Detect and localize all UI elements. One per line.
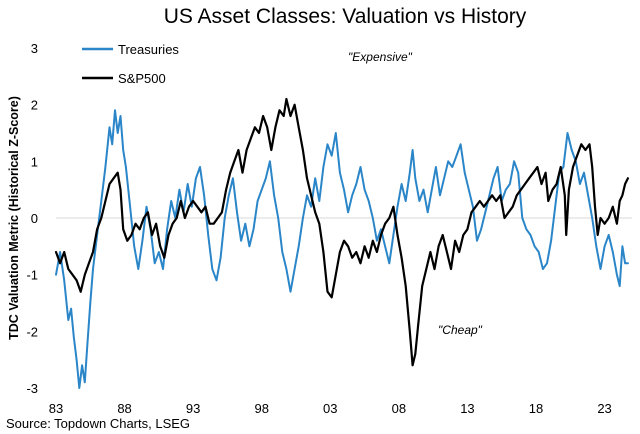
y-axis-label: TDC Valuation Metric (Historical Z-Score… [7,96,21,340]
x-tick-label: 18 [529,401,543,416]
x-tick-label: 13 [460,401,474,416]
y-tick-label: -3 [26,381,38,396]
x-tick-label: 83 [49,401,63,416]
x-tick-label: 08 [392,401,406,416]
source-note: Source: Topdown Charts, LSEG [6,416,190,431]
annotation-expensive: "Expensive" [348,50,413,64]
x-tick-label: 88 [117,401,131,416]
chart-title: US Asset Classes: Valuation vs History [164,5,527,28]
y-tick-label: 1 [31,154,38,169]
legend-sp500-label: S&P500 [118,71,166,86]
y-tick-label: -2 [26,324,38,339]
y-tick-label: 3 [31,41,38,56]
y-tick-label: -1 [26,268,38,283]
sp500-line [54,97,629,367]
y-tick-label: 0 [31,211,38,226]
y-tick-label: 2 [31,98,38,113]
treasuries-line [55,109,629,389]
x-tick-label: 98 [254,401,268,416]
x-tick-label: 03 [323,401,337,416]
legend: Treasuries S&P500 [82,42,179,86]
x-tick-label: 93 [186,401,200,416]
x-tick-label: 23 [597,401,611,416]
legend-treasuries-label: Treasuries [118,42,179,57]
annotation-cheap: "Cheap" [438,323,483,337]
